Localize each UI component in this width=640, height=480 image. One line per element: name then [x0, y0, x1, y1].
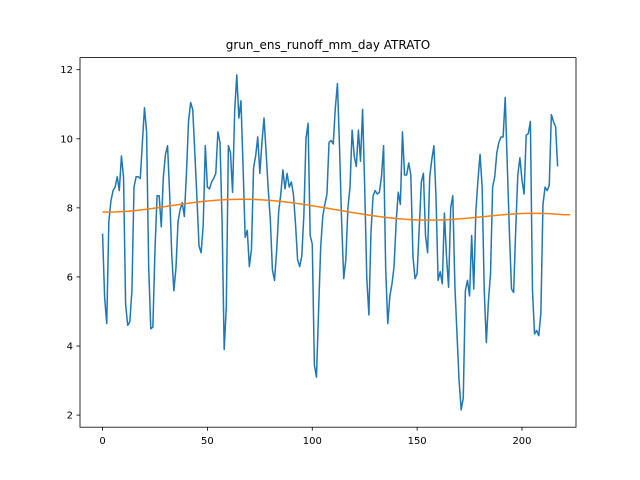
y-tick-label: 8 [67, 203, 73, 214]
series-line-1 [101, 74, 559, 411]
x-tick-label: 0 [99, 436, 105, 447]
plot-frame [79, 57, 577, 428]
series-line-2 [102, 198, 571, 221]
x-tick-label: 150 [408, 436, 427, 447]
x-axis: 0 50 100 150 200 [99, 427, 532, 447]
x-tick-label: 50 [201, 436, 214, 447]
x-tick-label: 100 [303, 436, 322, 447]
plot-area [101, 74, 571, 411]
chart-title: grun_ens_runoff_mm_day ATRATO [226, 38, 431, 52]
y-tick-label: 4 [67, 342, 73, 353]
x-tick-label: 200 [512, 436, 531, 447]
y-tick-label: 12 [60, 65, 73, 76]
y-tick-label: 2 [67, 411, 73, 422]
y-tick-label: 6 [67, 272, 73, 283]
y-tick-label: 10 [60, 134, 73, 145]
y-axis: 2 4 6 8 10 12 [60, 65, 80, 422]
